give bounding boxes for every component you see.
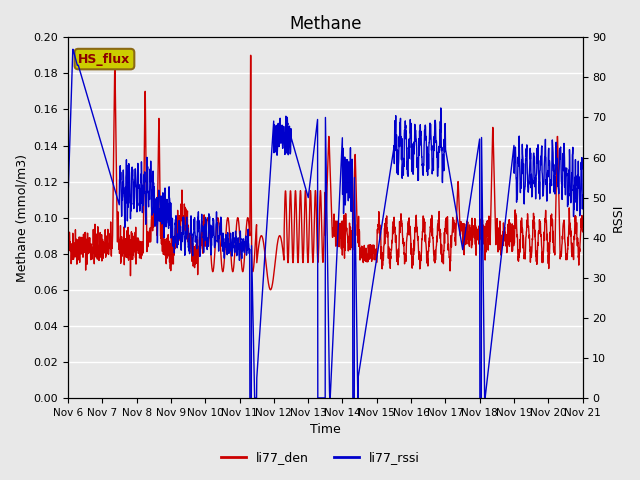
li77_den bbox=[579, 229, 586, 235]
li77_den bbox=[207, 260, 215, 266]
li77_rssi bbox=[579, 192, 586, 198]
li77_rssi bbox=[69, 47, 77, 52]
li77_rssi bbox=[548, 163, 556, 168]
li77_rssi bbox=[246, 395, 253, 401]
Y-axis label: Methane (mmol/m3): Methane (mmol/m3) bbox=[15, 154, 28, 282]
li77_rssi bbox=[475, 141, 483, 146]
li77_den bbox=[351, 161, 359, 167]
li77_den bbox=[340, 236, 348, 241]
li77_den bbox=[475, 241, 483, 247]
Title: Methane: Methane bbox=[289, 15, 362, 33]
li77_rssi bbox=[351, 239, 359, 244]
li77_den bbox=[267, 287, 275, 293]
li77_rssi bbox=[534, 155, 541, 160]
Text: HS_flux: HS_flux bbox=[78, 53, 131, 66]
Legend: li77_den, li77_rssi: li77_den, li77_rssi bbox=[216, 446, 424, 469]
Y-axis label: RSSI: RSSI bbox=[612, 204, 625, 232]
li77_den bbox=[64, 239, 72, 245]
li77_den bbox=[534, 244, 541, 250]
li77_rssi bbox=[208, 234, 216, 240]
li77_den bbox=[247, 52, 255, 58]
X-axis label: Time: Time bbox=[310, 423, 340, 436]
Line: li77_rssi: li77_rssi bbox=[68, 49, 582, 398]
li77_rssi bbox=[340, 169, 348, 175]
li77_den bbox=[548, 223, 556, 228]
li77_rssi bbox=[64, 195, 72, 201]
Line: li77_den: li77_den bbox=[68, 55, 582, 290]
